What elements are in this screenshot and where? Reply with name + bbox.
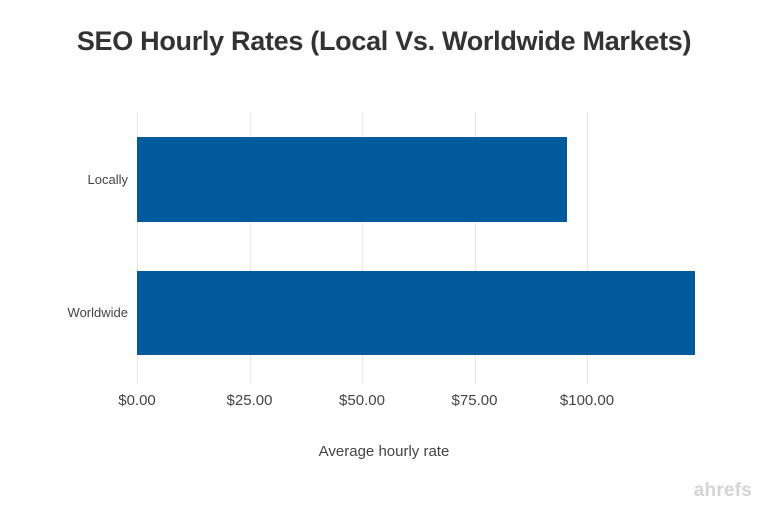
plot-area bbox=[137, 112, 697, 384]
bar-locally bbox=[137, 137, 568, 222]
gridline-75 bbox=[474, 112, 476, 384]
x-tick-25: $25.00 bbox=[226, 392, 273, 409]
gridline-0 bbox=[137, 112, 138, 384]
y-label-locally: Locally bbox=[87, 172, 128, 187]
gridline-50 bbox=[362, 112, 363, 384]
x-axis-label: Average hourly rate bbox=[318, 443, 450, 460]
bar-worldwide bbox=[137, 271, 695, 355]
chart-title: SEO Hourly Rates (Local Vs. Worldwide Ma… bbox=[76, 26, 692, 56]
gridline-100 bbox=[587, 112, 588, 384]
x-tick-75: $75.00 bbox=[451, 392, 498, 409]
x-tick-0: $0.00 bbox=[118, 392, 156, 409]
x-tick-100: $100.00 bbox=[559, 392, 615, 409]
y-label-worldwide: Worldwide bbox=[67, 305, 128, 320]
ahrefs-logo: ahrefs bbox=[693, 480, 752, 501]
gridline-25 bbox=[249, 112, 251, 384]
x-tick-50: $50.00 bbox=[339, 392, 385, 409]
